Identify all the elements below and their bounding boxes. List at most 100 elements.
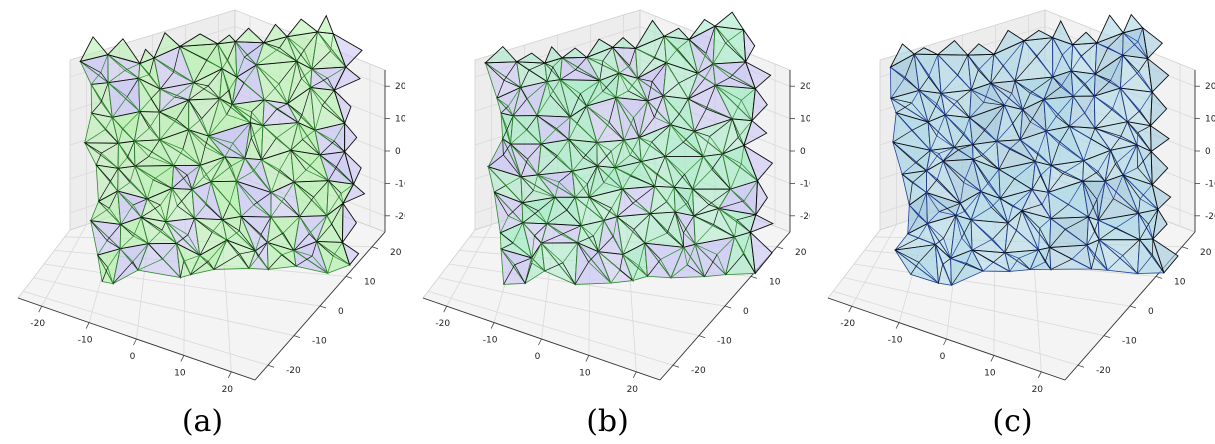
mesh-edge <box>561 57 576 70</box>
mesh-edge <box>694 224 714 245</box>
gridline-y-floor <box>438 277 700 336</box>
mesh-edge <box>262 109 277 126</box>
mesh-edge <box>687 188 693 203</box>
mesh-edge <box>107 267 114 284</box>
mesh-edge <box>199 232 213 256</box>
mesh-edge <box>558 181 576 198</box>
mesh-edge <box>956 89 972 102</box>
mesh-edge <box>1056 116 1070 127</box>
mesh-edge <box>942 258 951 265</box>
mesh-edge <box>91 112 106 130</box>
mesh-edge <box>1080 56 1096 75</box>
mesh-edge <box>290 150 307 171</box>
mesh-edge <box>1137 254 1153 274</box>
mesh-face <box>153 32 181 59</box>
mesh-edge <box>132 243 149 262</box>
mesh-edge <box>716 254 726 275</box>
mesh-edge <box>981 140 998 156</box>
mesh-edge <box>173 46 181 73</box>
mesh-edge <box>918 90 938 105</box>
mesh-edge <box>521 190 534 204</box>
mesh-edge <box>500 242 514 250</box>
mesh-edge <box>540 143 558 157</box>
mesh-edge <box>303 49 313 70</box>
mesh-edge <box>129 182 148 200</box>
mesh-edge <box>593 220 605 237</box>
mesh-edge <box>577 242 589 263</box>
z-tick-label: -10 <box>395 179 405 189</box>
mesh-edge <box>263 83 280 101</box>
mesh-face <box>342 201 357 244</box>
mesh-face <box>106 38 141 65</box>
mesh-edge <box>1136 144 1138 168</box>
mesh-edge <box>293 250 313 257</box>
mesh-edge <box>502 128 508 139</box>
mesh-edge <box>1039 228 1050 248</box>
mesh-edge <box>937 54 959 76</box>
x-tick-label: -20 <box>30 319 45 329</box>
mesh-edge <box>615 97 634 118</box>
mesh-edge <box>112 117 123 130</box>
mesh-edge <box>712 63 731 78</box>
mesh-edge <box>177 205 195 219</box>
mesh-edge <box>537 174 560 183</box>
mesh-edge <box>336 151 345 168</box>
z-tick-label: 10 <box>800 115 810 125</box>
mesh-edge <box>1098 227 1117 241</box>
mesh-face <box>1147 57 1170 94</box>
mesh-edge <box>317 31 331 52</box>
mesh-edge <box>250 137 262 160</box>
mesh-face <box>1152 237 1179 274</box>
mesh-edge <box>651 62 667 82</box>
mesh-edge <box>264 99 277 110</box>
mesh-edge <box>319 140 335 156</box>
mesh-edge <box>262 125 277 139</box>
mesh-edge <box>1094 257 1108 271</box>
mesh-edge <box>90 72 102 85</box>
gridline-y-floor <box>448 263 726 307</box>
mesh-edge <box>737 137 745 146</box>
mesh-edge <box>240 216 262 235</box>
gridline-x-floor <box>851 224 897 307</box>
mesh-edge <box>1138 213 1149 225</box>
mesh-edge <box>896 102 912 114</box>
x-tick-label: -20 <box>435 319 450 329</box>
mesh-edge <box>713 224 735 238</box>
mesh-edge <box>1058 126 1070 144</box>
mesh-edge <box>236 171 254 182</box>
mesh-edge <box>970 69 979 91</box>
mesh-edge <box>1115 213 1139 229</box>
mesh-edge <box>583 142 598 158</box>
mesh-edge <box>693 204 710 217</box>
mesh-edge <box>311 68 328 79</box>
mesh-edge <box>236 57 245 78</box>
mesh-face <box>688 18 716 40</box>
mesh-edge <box>207 239 228 262</box>
mesh-edge <box>688 78 705 100</box>
mesh-edge <box>487 166 506 186</box>
mesh-face <box>912 47 938 56</box>
y-tick-label: -20 <box>286 366 301 376</box>
mesh-edge <box>930 149 940 154</box>
mesh-edge <box>725 29 744 44</box>
mesh-edge <box>715 85 742 101</box>
mesh-edge <box>998 149 1010 170</box>
y-tick <box>1129 305 1137 309</box>
mesh-edge <box>193 59 208 83</box>
mesh-edge <box>663 36 678 50</box>
mesh-edge <box>705 26 716 54</box>
mesh-edge <box>666 62 679 84</box>
mesh-face <box>1029 249 1052 270</box>
mesh-edge <box>546 223 562 235</box>
mesh-edge <box>654 186 667 203</box>
mesh-edge <box>623 140 631 156</box>
mesh-edge <box>112 261 134 284</box>
mesh-edge <box>928 76 942 94</box>
mesh-edge <box>301 87 311 116</box>
mesh-edge <box>327 66 346 79</box>
mesh-edge <box>1072 83 1086 97</box>
mesh-edge <box>1044 247 1051 263</box>
mesh-edge <box>694 131 710 137</box>
mesh-edge <box>310 87 323 106</box>
mesh-edge <box>623 117 634 141</box>
